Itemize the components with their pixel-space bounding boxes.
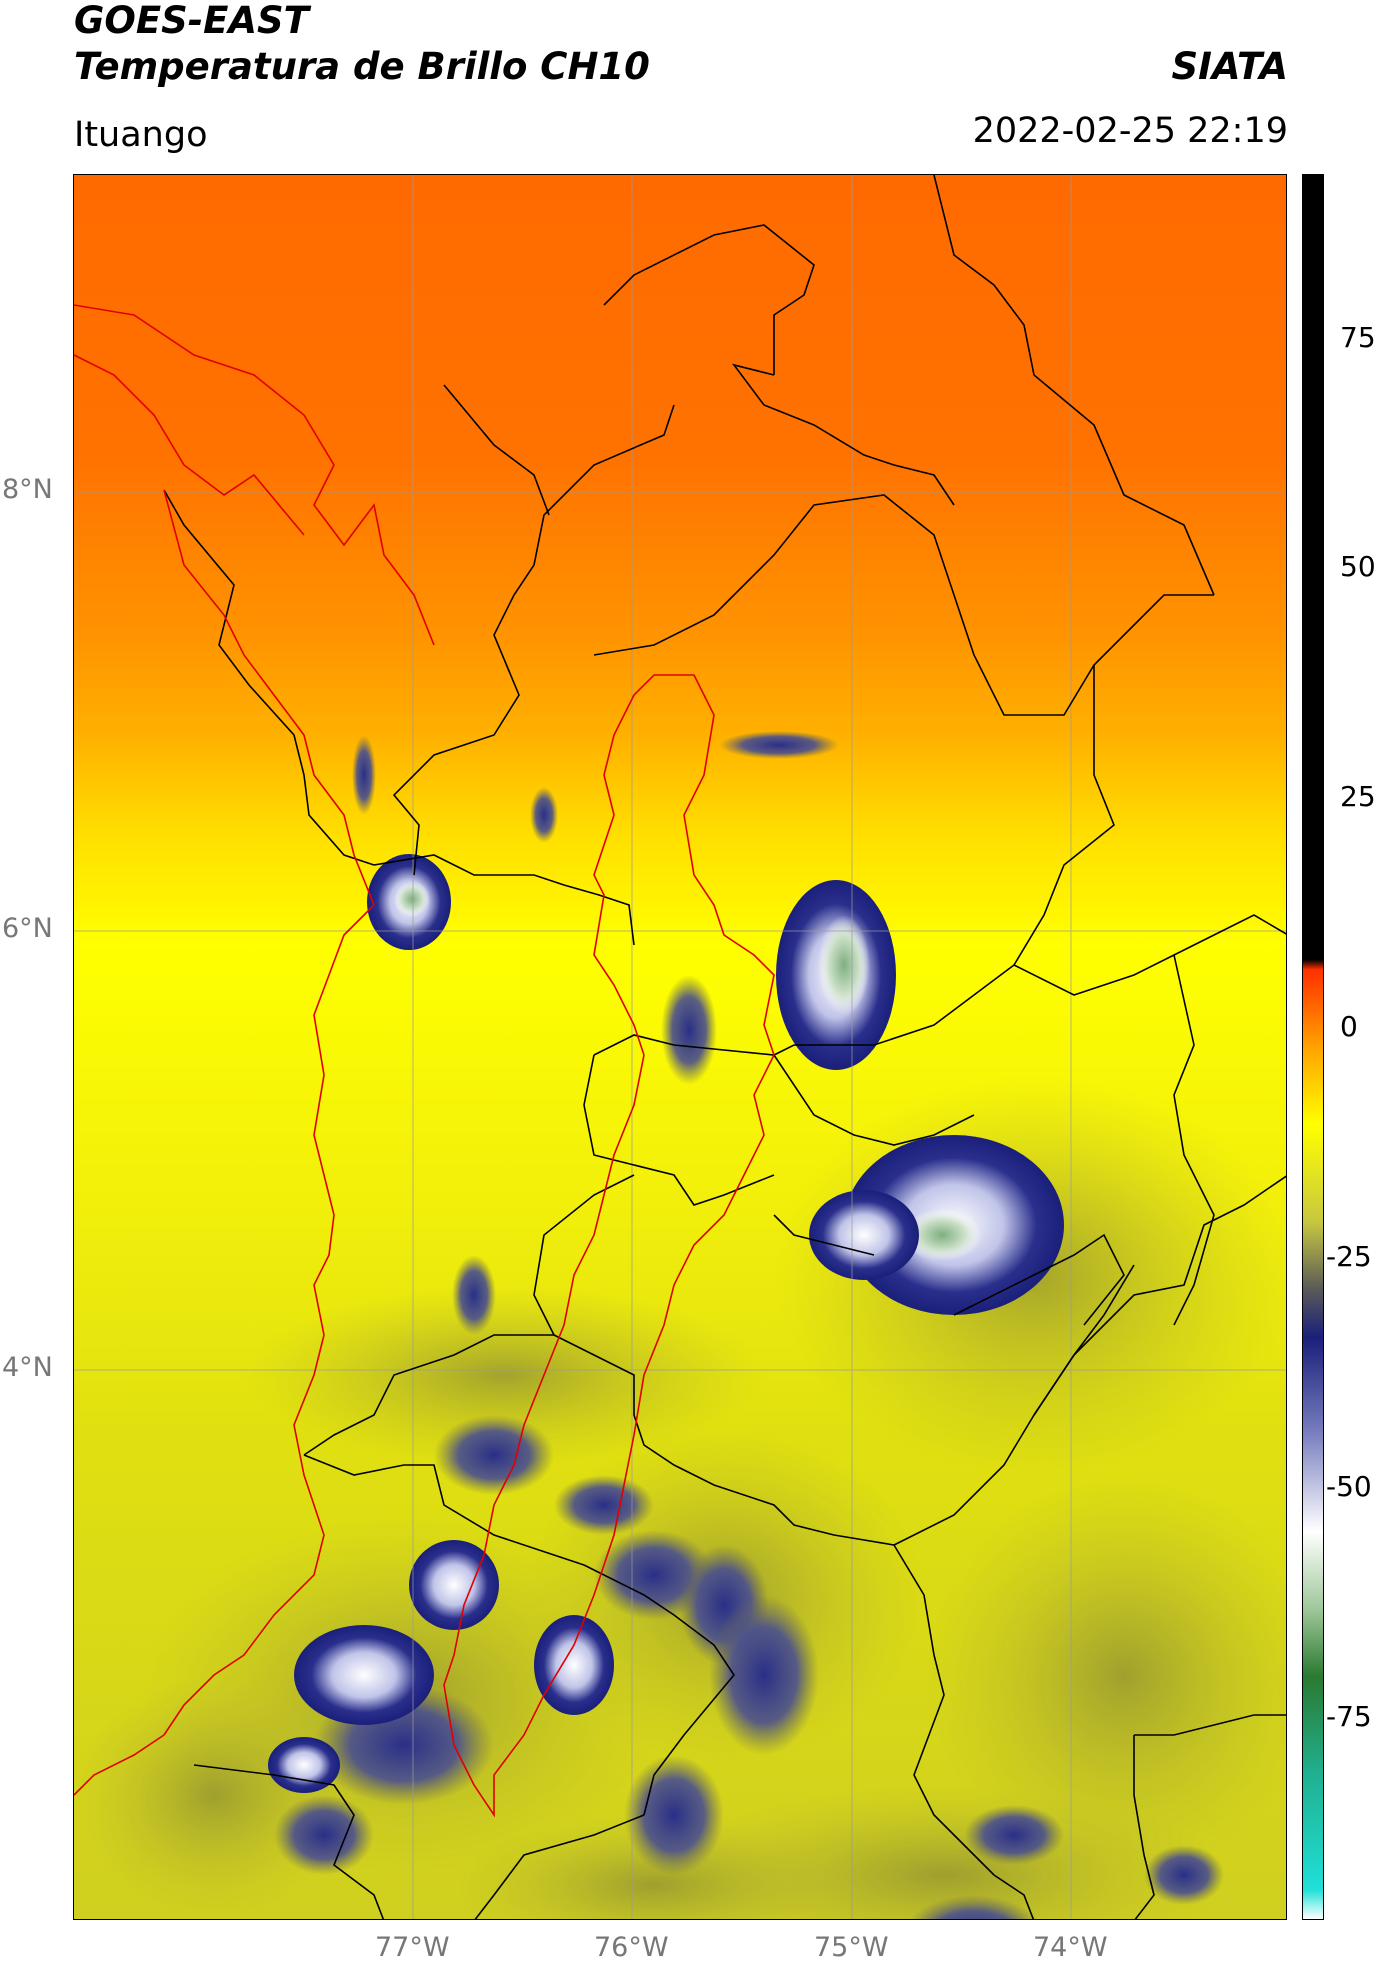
title-product: Temperatura de Brillo CH10 [74,45,650,88]
colorbar-tick-neg75: -75 [1326,1700,1372,1733]
colorbar-tick-50: 50 [1340,550,1376,583]
coastline [74,304,775,1818]
colorbar-tick-0: 0 [1340,1010,1358,1043]
timestamp-label: 2022-02-25 22:19 [972,111,1288,151]
lat-tick-8N: 8°N [2,474,53,505]
lon-tick-75W: 75°W [814,1932,889,1963]
colorbar-tick-25: 25 [1340,780,1376,813]
brand-label: SIATA [1171,45,1288,88]
colorbar [1302,174,1324,1920]
location-label: Ituango [74,115,208,155]
lat-tick-4N: 4°N [2,1352,53,1383]
lon-tick-74W: 74°W [1033,1932,1108,1963]
cold-cloud-tops [268,854,1064,1793]
map-canvas [74,175,1286,1919]
lon-tick-77W: 77°W [375,1932,450,1963]
graticule [74,175,1286,1919]
colorbar-tick-neg25: -25 [1326,1240,1372,1273]
colorbar-tick-75: 75 [1340,321,1376,354]
brightness-temperature-map [73,174,1287,1920]
lat-tick-6N: 6°N [2,913,53,944]
lon-tick-76W: 76°W [594,1932,669,1963]
colorbar-tick-neg50: -50 [1326,1470,1372,1503]
title-satellite: GOES-EAST [74,0,309,42]
department-borders [163,175,1286,1919]
